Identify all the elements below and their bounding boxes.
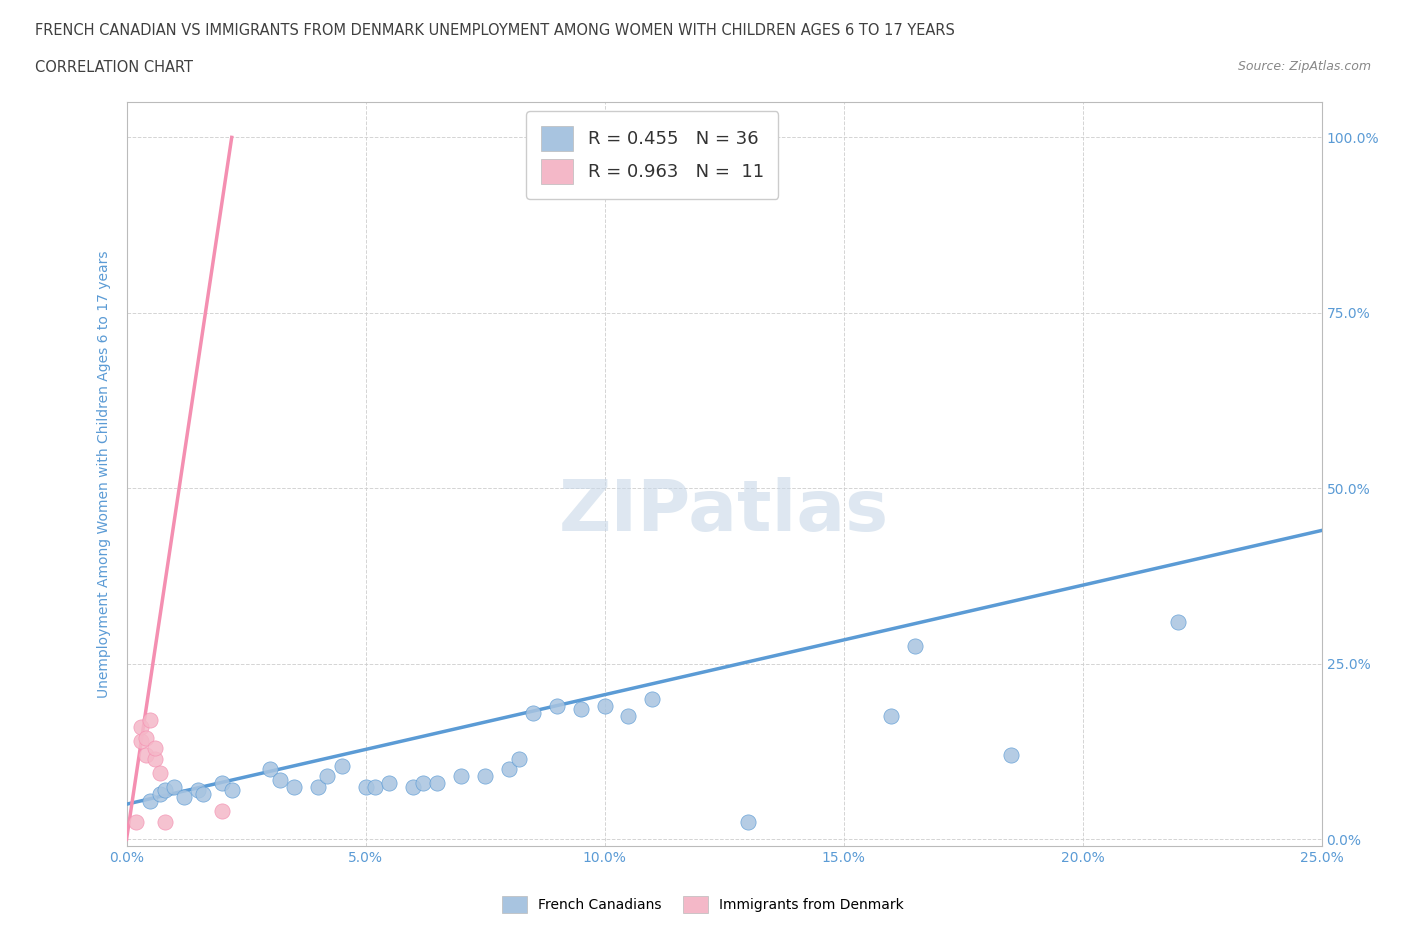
Point xyxy=(316,769,339,784)
Point xyxy=(139,793,162,808)
Point xyxy=(125,815,148,830)
Text: Source: ZipAtlas.com: Source: ZipAtlas.com xyxy=(1237,60,1371,73)
Point xyxy=(412,776,434,790)
Point xyxy=(135,730,157,745)
Point xyxy=(474,769,496,784)
Point xyxy=(173,790,195,804)
Point xyxy=(129,720,152,735)
Point xyxy=(139,712,162,727)
Point xyxy=(153,815,176,830)
Point xyxy=(143,740,166,755)
Point xyxy=(641,692,664,707)
Point xyxy=(149,765,172,780)
Legend: French Canadians, Immigrants from Denmark: French Canadians, Immigrants from Denmar… xyxy=(496,890,910,919)
Point xyxy=(904,639,927,654)
Point xyxy=(129,734,152,749)
Point xyxy=(143,751,166,766)
Point xyxy=(508,751,530,766)
Point xyxy=(307,779,329,794)
Point xyxy=(211,804,233,818)
Point xyxy=(135,748,157,763)
Point xyxy=(402,779,425,794)
Point xyxy=(737,815,759,830)
Point xyxy=(498,762,520,777)
Point xyxy=(546,698,568,713)
Point xyxy=(1167,614,1189,629)
Point xyxy=(426,776,449,790)
Point xyxy=(221,783,243,798)
Point xyxy=(1000,748,1022,763)
Y-axis label: Unemployment Among Women with Children Ages 6 to 17 years: Unemployment Among Women with Children A… xyxy=(97,250,111,698)
Legend: R = 0.455   N = 36, R = 0.963   N =  11: R = 0.455 N = 36, R = 0.963 N = 11 xyxy=(526,112,779,198)
Point xyxy=(617,709,640,724)
Point xyxy=(378,776,401,790)
Point xyxy=(364,779,387,794)
Point xyxy=(522,706,544,721)
Point xyxy=(211,776,233,790)
Point xyxy=(259,762,281,777)
Text: CORRELATION CHART: CORRELATION CHART xyxy=(35,60,193,75)
Point xyxy=(569,702,592,717)
Text: FRENCH CANADIAN VS IMMIGRANTS FROM DENMARK UNEMPLOYMENT AMONG WOMEN WITH CHILDRE: FRENCH CANADIAN VS IMMIGRANTS FROM DENMA… xyxy=(35,23,955,38)
Point xyxy=(354,779,377,794)
Point xyxy=(187,783,209,798)
Point xyxy=(191,786,214,801)
Point xyxy=(269,772,291,787)
Point xyxy=(283,779,305,794)
Point xyxy=(163,779,186,794)
Text: ZIPatlas: ZIPatlas xyxy=(560,477,889,546)
Point xyxy=(880,709,903,724)
Point xyxy=(593,698,616,713)
Point xyxy=(153,783,176,798)
Point xyxy=(330,758,353,773)
Point xyxy=(149,786,172,801)
Point xyxy=(450,769,472,784)
